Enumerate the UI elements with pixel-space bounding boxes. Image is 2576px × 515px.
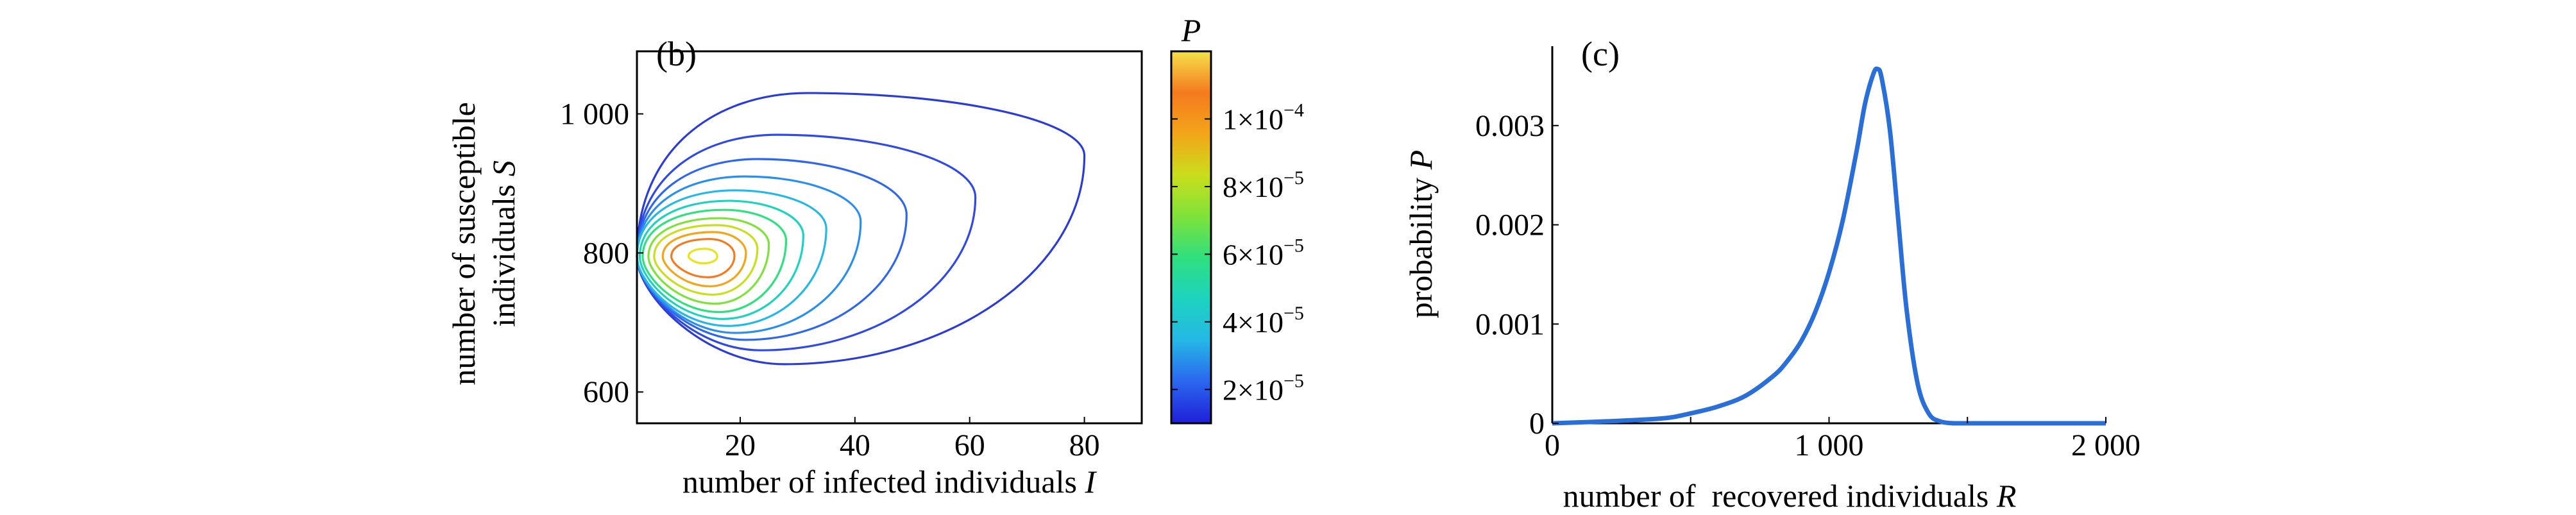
line-y-tick-label: 0.003 (1475, 109, 1545, 143)
colorbar-tick-label: 2×10−5 (1223, 370, 1304, 406)
contour-y-axis-label-line2: individuals S (486, 160, 521, 327)
colorbar-tick-label: 4×10−5 (1223, 303, 1304, 339)
contour-y-axis-label: number of susceptible individuals S (446, 102, 521, 385)
contour-y-tick-label: 800 (583, 236, 629, 270)
contour-line-10 (661, 231, 747, 288)
contour-lines (636, 92, 1086, 366)
panel-label-c: (c) (1581, 35, 1620, 73)
line-y-tick-label: 0 (1529, 407, 1545, 441)
colorbar-tick-label: 1×10−4 (1223, 99, 1304, 135)
contour-x-tick-label: 80 (1069, 428, 1100, 462)
contour-y-ticks: 600 800 1 000 (560, 97, 643, 409)
contour-x-tick-label: 40 (840, 428, 870, 462)
contour-x-tick-label: 20 (725, 428, 756, 462)
line-x-tick-label: 0 (1545, 428, 1560, 462)
line-x-tick-label: 2 000 (2071, 428, 2140, 462)
contour-line-11 (670, 238, 736, 278)
line-y-axis-variable: P (1403, 150, 1439, 171)
contour-line-8 (647, 217, 770, 305)
line-panel: (c) 0 1 000 2 000 0 0.001 0.002 0.003 number … (1403, 35, 2140, 514)
line-x-ticks: 0 1 000 2 000 (1545, 417, 2140, 462)
colorbar-ticks: 2×10−5 4×10−5 6×10−5 8×10−5 1×10−4 (1171, 99, 1304, 406)
contour-line-3 (636, 158, 908, 341)
line-x-axis-variable: R (1996, 478, 2017, 514)
contour-line-2 (636, 133, 977, 351)
contour-line-5 (636, 189, 827, 327)
colorbar-gradient (1170, 50, 1212, 425)
line-series (1552, 66, 2106, 426)
line-x-tick-label: 1 000 (1795, 428, 1864, 462)
colorbar-tick-label: 8×10−5 (1223, 167, 1304, 203)
contour-plot-frame (636, 50, 1143, 425)
colorbar-tick-label: 6×10−5 (1223, 235, 1304, 271)
line-y-tick-label: 0.002 (1475, 208, 1545, 242)
contour-x-axis-label: number of infected individuals I (682, 464, 1097, 500)
contour-line-1 (636, 92, 1086, 366)
colorbar-title: P (1181, 12, 1201, 48)
line-y-ticks: 0 0.001 0.002 0.003 (1475, 109, 1559, 441)
line-y-tick-label: 0.001 (1475, 307, 1545, 341)
contour-y-axis-label-line1: number of susceptible (446, 102, 482, 385)
probability-curve (1552, 66, 2106, 426)
contour-line-6 (638, 199, 804, 320)
line-y-axis-label: probability P (1403, 150, 1439, 318)
contour-line-4 (636, 175, 862, 334)
line-x-axis-label: number of recovered individuals R (1563, 478, 2017, 514)
contour-x-tick-label: 60 (954, 428, 985, 462)
contour-line-9 (653, 224, 759, 296)
contour-line-7 (641, 208, 788, 314)
panel-label-b: (b) (656, 35, 697, 73)
contour-y-tick-label: 600 (583, 375, 629, 409)
contour-line-12 (687, 248, 718, 265)
svg-text:probability P: probability P (1403, 150, 1439, 318)
contour-panel: (b) 20 40 60 80 600 800 1 000 number of infec… (446, 35, 1143, 500)
colorbar: P 2×10−5 4×10−5 6×10−5 8×10−5 1×10−4 (1170, 12, 1304, 425)
contour-x-axis-variable: I (1084, 464, 1097, 500)
contour-x-ticks: 20 40 60 80 (725, 417, 1100, 462)
contour-y-tick-label: 1 000 (560, 97, 629, 131)
contour-y-axis-variable: S (486, 160, 521, 176)
